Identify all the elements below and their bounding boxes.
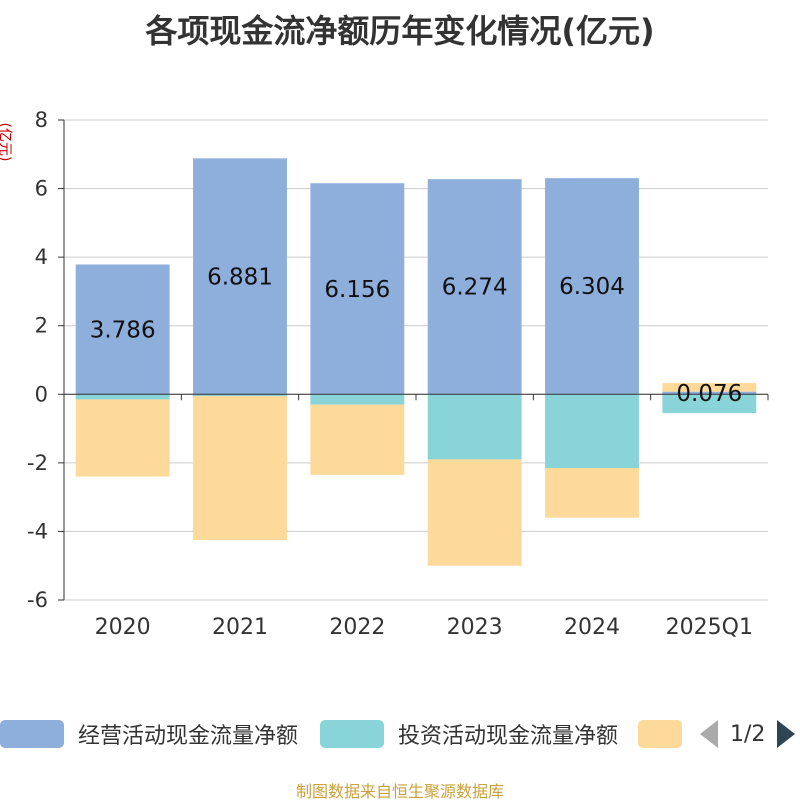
legend-pager: 1/2	[700, 716, 796, 752]
data-label-2025Q1: 0.076	[676, 381, 742, 407]
legend-next-page-icon[interactable]	[777, 720, 796, 748]
bar-2025Q1-series-2	[662, 383, 757, 392]
x-tick-label-2023: 2023	[447, 615, 503, 640]
bar-2021-series-0	[193, 158, 287, 395]
bar-2024-series-0	[545, 178, 639, 395]
x-tick-label-2020: 2020	[95, 615, 151, 640]
bar-2025Q1-series-1	[662, 394, 757, 414]
data-label-2021: 6.881	[207, 264, 273, 290]
y-tick-label: 6	[35, 177, 48, 201]
legend-swatch-operating	[0, 720, 64, 748]
x-tick-label-2025Q1: 2025Q1	[666, 615, 753, 640]
y-tick-label: 4	[35, 245, 48, 269]
data-label-2020: 3.786	[90, 317, 156, 343]
bar-2023-series-2	[427, 459, 522, 566]
y-tick-label: 8	[35, 108, 48, 132]
legend-swatch-financing	[638, 720, 682, 748]
bar-2020-series-0	[75, 264, 170, 395]
legend-label-operating: 经营活动现金流量净额	[78, 724, 299, 749]
legend-item-operating[interactable]: 经营活动现金流量净额	[0, 716, 298, 752]
bar-2020-series-2	[75, 399, 170, 477]
y-tick-label: -4	[27, 519, 48, 543]
x-tick-label-2022: 2022	[329, 615, 385, 640]
legend-page-indicator: 1/2	[730, 721, 766, 747]
bar-2022-series-0	[310, 183, 405, 395]
bar-2022-series-2	[310, 404, 405, 475]
bar-2024-series-2	[545, 468, 639, 518]
legend-item-financing[interactable]	[638, 716, 682, 752]
data-label-2024: 6.304	[559, 274, 625, 300]
x-tick-label-2024: 2024	[564, 615, 620, 640]
y-tick-label: -2	[27, 451, 48, 475]
bar-2022-series-1	[310, 394, 405, 405]
legend-item-investing[interactable]: 投资活动现金流量净额	[320, 716, 618, 752]
legend-swatch-investing	[320, 720, 384, 748]
data-label-2023: 6.274	[442, 275, 508, 301]
y-tick-label: 2	[35, 314, 48, 338]
x-tick-label-2021: 2021	[212, 615, 268, 640]
source-note: 制图数据来自恒生聚源数据库	[295, 782, 504, 801]
chart-title: 各项现金流净额历年变化情况(亿元)	[145, 12, 655, 50]
bar-2023-series-0	[427, 179, 522, 395]
bar-chart: -6 -4 -2 0 2 4 6 8 3.786 6.881 6.156 6.274 6.304 0.07…	[27, 108, 769, 640]
bar-2025Q1-series-0	[662, 391, 757, 395]
bar-2024-series-1	[545, 394, 639, 468]
y-tick-label: 0	[35, 382, 48, 406]
bar-2020-series-1	[75, 394, 170, 400]
legend: 经营活动现金流量净额 投资活动现金流量净额	[0, 716, 800, 756]
bar-2021-series-2	[193, 396, 287, 540]
data-label-2022: 6.156	[324, 277, 390, 303]
bar-2021-series-1	[193, 394, 287, 396]
legend-prev-page-icon[interactable]	[700, 720, 718, 748]
legend-label-investing: 投资活动现金流量净额	[398, 724, 619, 749]
bar-2023-series-1	[427, 394, 522, 460]
y-tick-label: -6	[27, 588, 48, 612]
